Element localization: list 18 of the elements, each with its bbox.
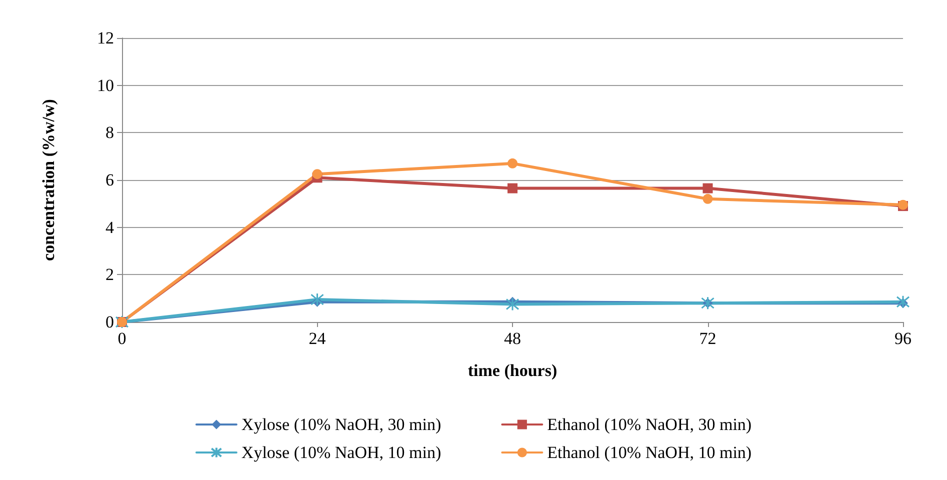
y-tick-label: 6 bbox=[106, 170, 114, 190]
y-tick-label: 4 bbox=[106, 218, 114, 237]
x-tick-label: 96 bbox=[894, 329, 912, 348]
y-axis-title: concentration (%w/w) bbox=[39, 99, 58, 261]
x-tick-label: 72 bbox=[699, 329, 716, 348]
y-tick-label: 2 bbox=[106, 265, 114, 284]
x-axis-title: time (hours) bbox=[468, 361, 558, 380]
x-tick-label: 24 bbox=[308, 329, 326, 348]
legend-label: Xylose (10% NaOH, 10 min) bbox=[241, 443, 442, 462]
y-tick-label: 10 bbox=[97, 76, 114, 95]
y-tick-label: 0 bbox=[106, 312, 114, 332]
y-tick-label: 8 bbox=[106, 123, 114, 142]
x-tick-label: 48 bbox=[504, 329, 521, 348]
x-tick-label: 0 bbox=[118, 329, 126, 348]
legend-label: Ethanol (10% NaOH, 30 min) bbox=[547, 415, 752, 434]
legend-label: Xylose (10% NaOH, 30 min) bbox=[241, 415, 442, 434]
y-tick-label: 12 bbox=[97, 28, 114, 48]
legend-label: Ethanol (10% NaOH, 10 min) bbox=[547, 443, 752, 462]
